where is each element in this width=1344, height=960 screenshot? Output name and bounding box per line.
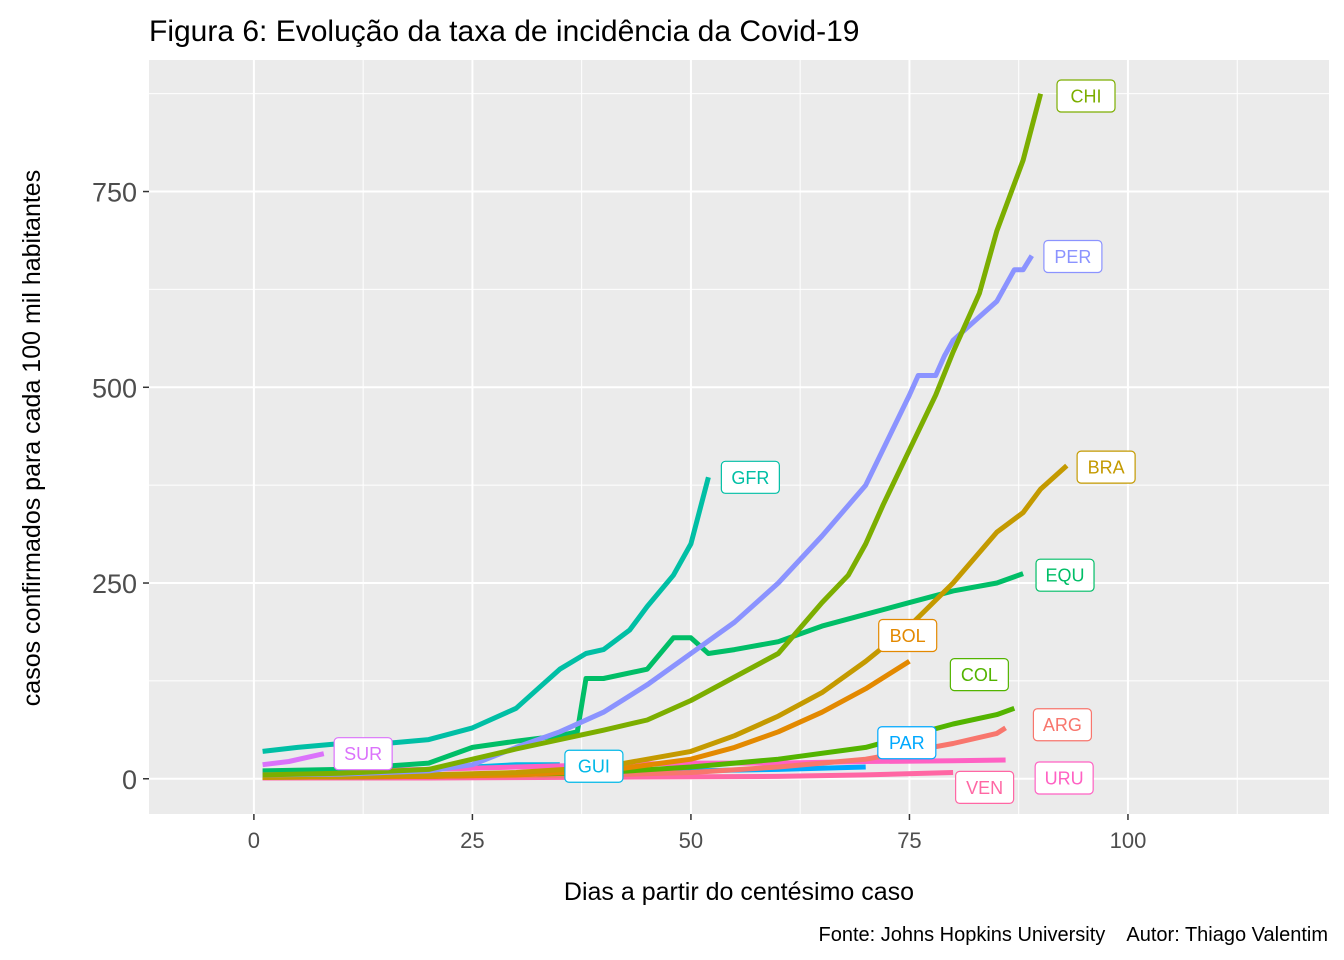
label-text: PER bbox=[1054, 247, 1091, 267]
label-text: VEN bbox=[966, 778, 1003, 798]
label-text: GUI bbox=[578, 757, 610, 777]
label-text: PAR bbox=[889, 733, 925, 753]
series-line-chi bbox=[262, 93, 1044, 778]
x-tick-label: 75 bbox=[897, 828, 921, 853]
label-text: BOL bbox=[890, 626, 926, 646]
x-tick-label: 50 bbox=[679, 828, 703, 853]
x-tick-label: 0 bbox=[248, 828, 260, 853]
series-labels: CHI PER BRA EQU GFR BOL COL ARG PAR URU VEN GUI SUR bbox=[333, 79, 1136, 804]
label-box bbox=[564, 749, 624, 783]
grid bbox=[149, 60, 1329, 814]
series-line-equ bbox=[262, 571, 1024, 774]
x-tick-label: 25 bbox=[460, 828, 484, 853]
label-text: URU bbox=[1045, 768, 1084, 788]
label-per: PER bbox=[1043, 239, 1103, 274]
label-chi: CHI bbox=[1056, 79, 1116, 113]
label-box bbox=[333, 737, 393, 771]
label-arg: ARG bbox=[1032, 708, 1093, 742]
label-par: PAR bbox=[877, 726, 937, 760]
caption: Fonte: Johns Hopkins University Autor: T… bbox=[818, 924, 1328, 946]
label-box bbox=[1034, 761, 1094, 795]
x-axis-title: Dias a partir do centésimo caso bbox=[564, 878, 914, 906]
label-text: ARG bbox=[1043, 715, 1082, 735]
label-gfr: GFR bbox=[720, 460, 780, 494]
label-col: COL bbox=[949, 658, 1009, 692]
label-box bbox=[949, 658, 1009, 692]
label-box bbox=[877, 726, 937, 760]
y-tick-label: 500 bbox=[92, 373, 137, 403]
y-tick-label: 250 bbox=[92, 569, 137, 599]
y-tick-label: 0 bbox=[122, 765, 137, 795]
label-equ: EQU bbox=[1035, 558, 1095, 592]
label-bra: BRA bbox=[1076, 450, 1136, 484]
label-text: COL bbox=[961, 665, 998, 685]
series-line-sur bbox=[262, 751, 325, 768]
label-bol: BOL bbox=[878, 618, 938, 653]
label-box bbox=[878, 618, 938, 653]
label-box bbox=[1056, 79, 1116, 113]
axes: 0 25 50 75 100 0 250 500 750 bbox=[92, 178, 1146, 853]
label-text: SUR bbox=[344, 744, 382, 764]
label-text: EQU bbox=[1046, 566, 1085, 586]
label-box bbox=[720, 460, 780, 494]
label-box bbox=[1076, 450, 1136, 484]
chart-title: Figura 6: Evolução da taxa de incidência… bbox=[149, 15, 859, 48]
label-uru: URU bbox=[1034, 761, 1094, 795]
label-box bbox=[1032, 708, 1093, 742]
label-text: CHI bbox=[1071, 87, 1102, 107]
series-line-bra bbox=[262, 463, 1069, 780]
label-text: GFR bbox=[731, 468, 769, 488]
label-box bbox=[1043, 239, 1103, 274]
label-gui: GUI bbox=[564, 749, 624, 783]
label-text: BRA bbox=[1088, 458, 1125, 478]
label-box bbox=[1035, 558, 1095, 592]
label-ven: VEN bbox=[955, 770, 1015, 804]
x-tick-label: 100 bbox=[1110, 828, 1147, 853]
y-axis-title: casos confirmados para cada 100 mil habi… bbox=[18, 170, 46, 706]
plot-panel bbox=[149, 60, 1329, 814]
label-sur: SUR bbox=[333, 737, 393, 771]
label-box bbox=[955, 770, 1015, 804]
y-tick-label: 750 bbox=[92, 178, 137, 208]
